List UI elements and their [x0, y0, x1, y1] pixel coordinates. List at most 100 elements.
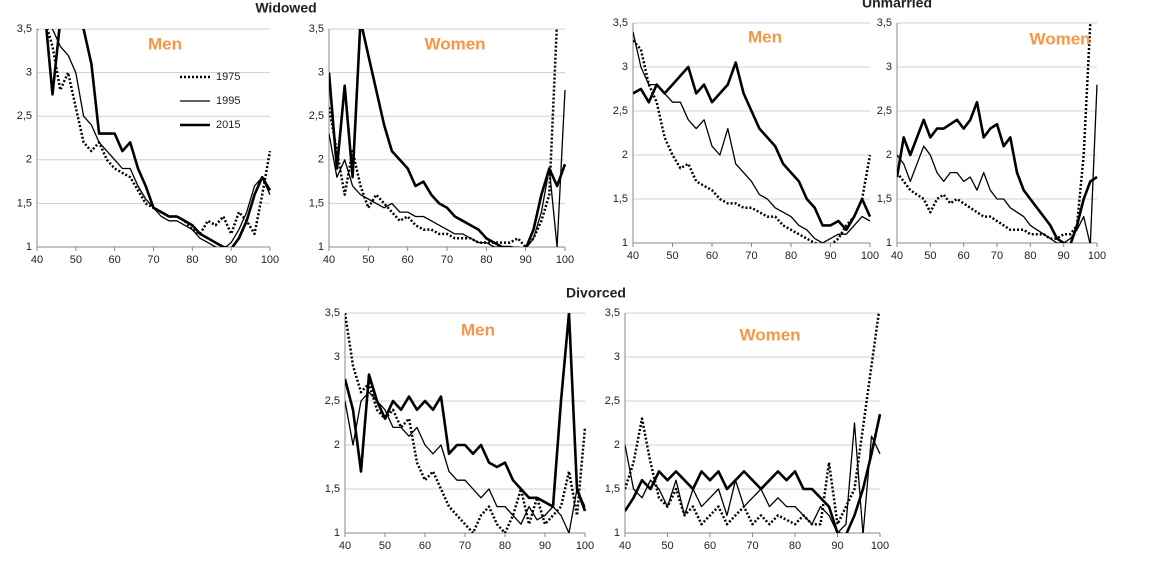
series-line	[625, 422, 881, 533]
y-tick-label: 3	[886, 61, 892, 73]
y-tick-label: 2,5	[309, 110, 324, 122]
y-tick-label: 2,5	[877, 105, 892, 117]
x-tick-label: 40	[31, 254, 43, 266]
legend-label: 1995	[216, 95, 240, 107]
x-tick-label: 100	[576, 540, 594, 552]
panel-label: Women	[1029, 29, 1090, 48]
y-tick-label: 1,5	[309, 197, 324, 209]
y-tick-label: 2	[318, 154, 324, 166]
plot-lines	[633, 31, 872, 243]
series-line	[329, 29, 567, 247]
x-tick-label: 60	[402, 254, 414, 266]
y-tick-label: 1,5	[605, 483, 620, 495]
y-tick-label: 1	[622, 237, 628, 249]
x-tick-label: 40	[619, 540, 631, 552]
x-tick-label: 100	[261, 254, 279, 266]
x-tick-label: 100	[1088, 250, 1106, 262]
legend-label: 2015	[216, 119, 240, 131]
x-tick-label: 90	[225, 254, 237, 266]
plot-lines	[37, 29, 272, 247]
y-tick-label: 3	[334, 351, 340, 363]
plot-lines	[897, 23, 1098, 243]
series-line	[633, 39, 872, 243]
series-line	[329, 89, 566, 247]
x-tick-label: 50	[661, 540, 673, 552]
x-tick-label: 90	[1058, 250, 1070, 262]
x-tick-label: 90	[831, 540, 843, 552]
y-tick-label: 1	[886, 237, 892, 249]
x-tick-label: 70	[147, 254, 159, 266]
x-tick-label: 70	[441, 254, 453, 266]
panel: 1 1,5 2 2,5 3 3,5 40 50 60 70 80 90 100 Women	[605, 307, 889, 552]
group-title: Widowed	[255, 0, 316, 16]
x-tick-label: 80	[785, 250, 797, 262]
y-tick-label: 1	[334, 527, 340, 539]
y-tick-label: 3,5	[17, 23, 32, 35]
x-tick-label: 80	[789, 540, 801, 552]
y-tick-label: 3	[318, 67, 324, 79]
x-tick-label: 50	[362, 254, 374, 266]
y-tick-label: 2,5	[17, 110, 32, 122]
y-tick-label: 1,5	[613, 193, 628, 205]
panel: 1 1,5 2 2,5 3 3,5 40 50 60 70 80 90 100 Women	[877, 17, 1106, 262]
x-tick-label: 70	[746, 540, 758, 552]
series-line	[897, 100, 1098, 243]
series-line	[633, 61, 872, 232]
y-tick-label: 1	[614, 527, 620, 539]
series-line	[345, 391, 586, 533]
y-tick-label: 2	[614, 439, 620, 451]
x-tick-label: 40	[339, 540, 351, 552]
x-tick-label: 90	[539, 540, 551, 552]
y-tick-label: 2,5	[325, 395, 340, 407]
series-line	[45, 29, 272, 247]
x-tick-label: 80	[186, 254, 198, 266]
x-tick-label: 70	[459, 540, 471, 552]
y-tick-label: 3,5	[613, 17, 628, 29]
y-tick-label: 3,5	[325, 307, 340, 319]
x-tick-label: 90	[520, 254, 532, 266]
y-tick-label: 1	[318, 241, 324, 253]
panel: 1 1,5 2 2,5 3 3,5 40 50 60 70 80 90 100 Women	[309, 23, 574, 266]
panel-label: Women	[739, 325, 800, 344]
y-tick-label: 3,5	[605, 307, 620, 319]
series-line	[329, 29, 558, 247]
plot-lines	[625, 313, 882, 533]
x-tick-label: 50	[70, 254, 82, 266]
x-tick-label: 70	[991, 250, 1003, 262]
x-tick-label: 40	[323, 254, 335, 266]
series-line	[897, 84, 1098, 243]
series-line	[625, 413, 882, 533]
y-tick-label: 3	[622, 61, 628, 73]
y-tick-label: 3,5	[877, 17, 892, 29]
y-tick-label: 2,5	[605, 395, 620, 407]
x-tick-label: 70	[745, 250, 757, 262]
x-tick-label: 80	[480, 254, 492, 266]
group-title: Divorced	[566, 285, 626, 301]
x-tick-label: 40	[627, 250, 639, 262]
series-line	[897, 23, 1092, 240]
panel-label: Men	[748, 27, 782, 46]
y-tick-label: 2	[886, 149, 892, 161]
panel: 1 1,5 2 2,5 3 3,5 40 50 60 70 80 90 100 Unmarried Men	[613, 0, 932, 262]
x-tick-label: 60	[419, 540, 431, 552]
x-tick-label: 60	[109, 254, 121, 266]
y-tick-label: 1	[26, 241, 32, 253]
x-tick-label: 40	[891, 250, 903, 262]
plot-lines	[329, 29, 567, 247]
x-tick-label: 60	[706, 250, 718, 262]
series-line	[633, 31, 871, 243]
panel: 1 1,5 2 2,5 3 3,5 40 50 60 70 80 90 100 Widowed Men 197…	[17, 0, 317, 266]
panel-label: Women	[424, 34, 485, 53]
plot-lines	[345, 313, 587, 533]
series-line	[345, 313, 587, 512]
x-tick-label: 80	[1024, 250, 1036, 262]
y-tick-label: 3	[614, 351, 620, 363]
y-tick-label: 2	[26, 154, 32, 166]
y-tick-label: 2	[622, 149, 628, 161]
x-tick-label: 100	[556, 254, 574, 266]
x-tick-label: 80	[499, 540, 511, 552]
x-tick-label: 50	[379, 540, 391, 552]
x-tick-label: 60	[958, 250, 970, 262]
group-title: Unmarried	[862, 0, 932, 11]
